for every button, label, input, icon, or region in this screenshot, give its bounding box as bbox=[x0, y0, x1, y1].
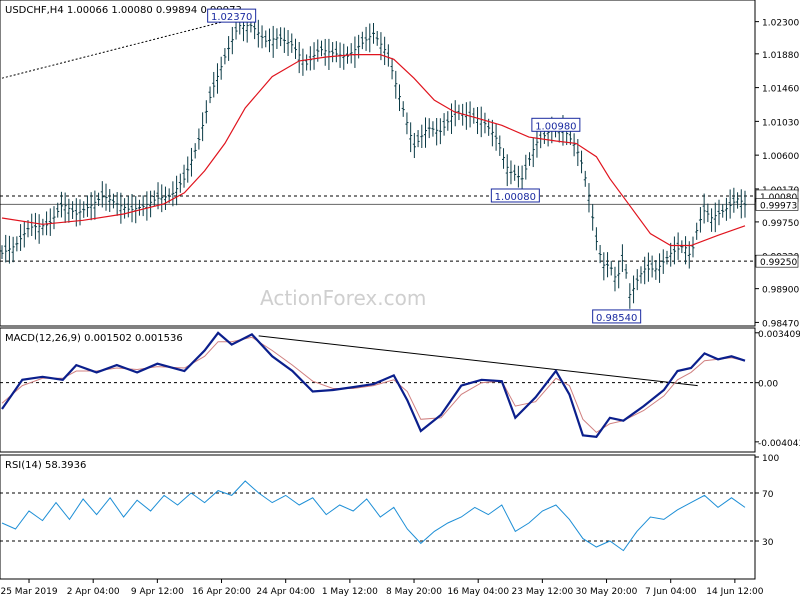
rsi-axis-label: 100 bbox=[762, 454, 779, 464]
price-tag-box bbox=[755, 254, 799, 268]
rsi-line bbox=[1, 480, 746, 552]
macd-main-line bbox=[1, 331, 746, 438]
annotation-box bbox=[592, 309, 642, 324]
price-annotation: 1.00080 bbox=[490, 188, 540, 203]
price-tag: 0.99250 bbox=[755, 254, 799, 268]
x-axis-label: 1 May 12:00 bbox=[322, 587, 378, 597]
price-tag: 0.99973 bbox=[755, 198, 799, 211]
price-axis-label: 0.98900 bbox=[762, 286, 799, 296]
rsi-layer bbox=[0, 480, 755, 552]
price-axis-label: 1.01030 bbox=[762, 118, 799, 128]
macd-signal-line bbox=[1, 336, 746, 434]
x-axis-label: 25 Mar 2019 bbox=[0, 587, 57, 597]
x-axis-label: 16 May 04:00 bbox=[447, 587, 509, 597]
annotation-label: 0.98540 bbox=[596, 313, 637, 324]
moving-average-line bbox=[1, 54, 746, 247]
annotation-box bbox=[207, 8, 257, 23]
price-panel-label: USDCHF,H4 1.00066 1.00080 0.99894 0.9997… bbox=[5, 5, 242, 16]
price-axis-label: 0.98470 bbox=[762, 319, 799, 329]
macd-panel-frame bbox=[0, 327, 756, 453]
macd-panel-label: MACD(12,26,9) 0.001502 0.001536 bbox=[5, 333, 183, 344]
price-trendline bbox=[1, 15, 246, 79]
annotation-label: 1.02370 bbox=[211, 12, 252, 23]
rsi-axis-label: 70 bbox=[762, 490, 774, 500]
rsi-axis-label: 30 bbox=[762, 538, 774, 548]
price-annotation: 0.98540 bbox=[592, 309, 642, 324]
annotation-label: 1.00080 bbox=[495, 192, 536, 203]
rsi-panel-frame bbox=[0, 454, 756, 580]
price-axis-label: 0.99750 bbox=[762, 219, 799, 229]
x-axis-label: 16 Apr 20:00 bbox=[192, 587, 251, 597]
x-axis-label: 8 May 20:00 bbox=[386, 587, 442, 597]
x-axis-label: 2 Apr 04:00 bbox=[67, 587, 120, 597]
macd-layer bbox=[0, 331, 755, 438]
price-tag-label: 0.99250 bbox=[760, 258, 797, 268]
price-tag-box bbox=[755, 198, 799, 211]
price-axis-label: 1.01460 bbox=[762, 85, 799, 95]
price-axis-label: 1.01880 bbox=[762, 51, 799, 61]
annotation-box bbox=[531, 117, 581, 132]
macd-axis-label: 0.00 bbox=[758, 380, 778, 390]
x-axis-label: 9 Apr 12:00 bbox=[131, 587, 184, 597]
price-layer: 1.02370 1.00980 1.00080 0.98540 bbox=[0, 8, 755, 324]
price-panel-frame bbox=[0, 0, 756, 327]
price-annotation: 1.02370 bbox=[207, 8, 257, 23]
price-tag-label: 0.99973 bbox=[760, 201, 797, 211]
rsi-panel-label: RSI(14) 58.3936 bbox=[5, 460, 86, 471]
annotation-label: 1.00980 bbox=[535, 121, 576, 132]
x-axis-label: 30 May 20:00 bbox=[576, 587, 638, 597]
price-axis-label: 1.02300 bbox=[762, 19, 799, 29]
axis-layer: 1.023001.018801.014601.010301.006001.001… bbox=[0, 19, 800, 597]
macd-axis-label: 0.003409 bbox=[758, 330, 800, 340]
macd-trendline bbox=[258, 335, 698, 387]
price-tag-label: 1.00080 bbox=[760, 193, 797, 203]
watermark: ActionForex.com bbox=[260, 286, 426, 310]
x-axis-label: 23 May 12:00 bbox=[512, 587, 574, 597]
annotation-box bbox=[490, 188, 540, 203]
x-axis-label: 14 Jun 12:00 bbox=[706, 587, 763, 597]
macd-axis-label: -0.004043 bbox=[758, 439, 800, 449]
price-axis-label: 1.00600 bbox=[762, 152, 799, 162]
price-annotation: 1.00980 bbox=[531, 117, 581, 132]
x-axis-label: 7 Jun 04:00 bbox=[645, 587, 697, 597]
x-axis-label: 24 Apr 04:00 bbox=[256, 587, 315, 597]
